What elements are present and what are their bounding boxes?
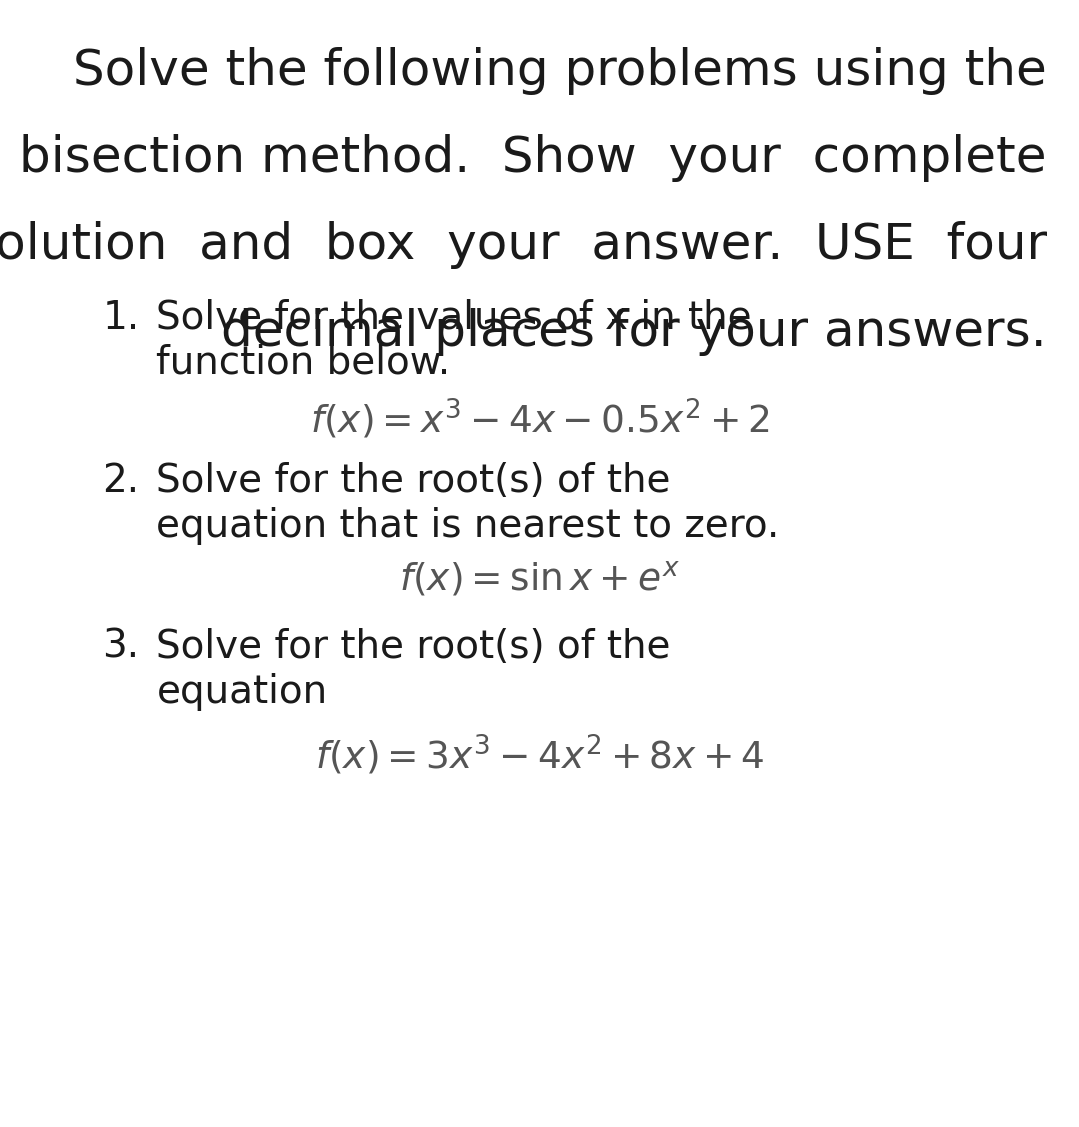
Text: $f(x)=x^3-4x-0.5x^2+2$: $f(x)=x^3-4x-0.5x^2+2$ (310, 397, 769, 441)
Text: 3.: 3. (103, 628, 139, 666)
Text: $f(x) = \sin x +e^{x}$: $f(x) = \sin x +e^{x}$ (399, 560, 680, 600)
Text: 1.: 1. (103, 299, 140, 337)
Text: decimal places for your answers.: decimal places for your answers. (221, 308, 1047, 356)
Text: solution  and  box  your  answer.  USE  four: solution and box your answer. USE four (0, 221, 1047, 269)
Text: equation: equation (156, 673, 328, 711)
Text: equation that is nearest to zero.: equation that is nearest to zero. (156, 507, 780, 545)
Text: bisection method.  Show  your  complete: bisection method. Show your complete (19, 134, 1047, 183)
Text: Solve the following problems using the: Solve the following problems using the (73, 47, 1047, 96)
Text: Solve for the root(s) of the: Solve for the root(s) of the (156, 462, 671, 500)
Text: Solve for the values of x in the: Solve for the values of x in the (156, 299, 752, 337)
Text: Solve for the root(s) of the: Solve for the root(s) of the (156, 628, 671, 666)
Text: 2.: 2. (103, 462, 139, 500)
Text: $f(x)=3x^3-4x^2+8x+4$: $f(x)=3x^3-4x^2+8x+4$ (315, 733, 764, 777)
Text: function below.: function below. (156, 344, 451, 382)
